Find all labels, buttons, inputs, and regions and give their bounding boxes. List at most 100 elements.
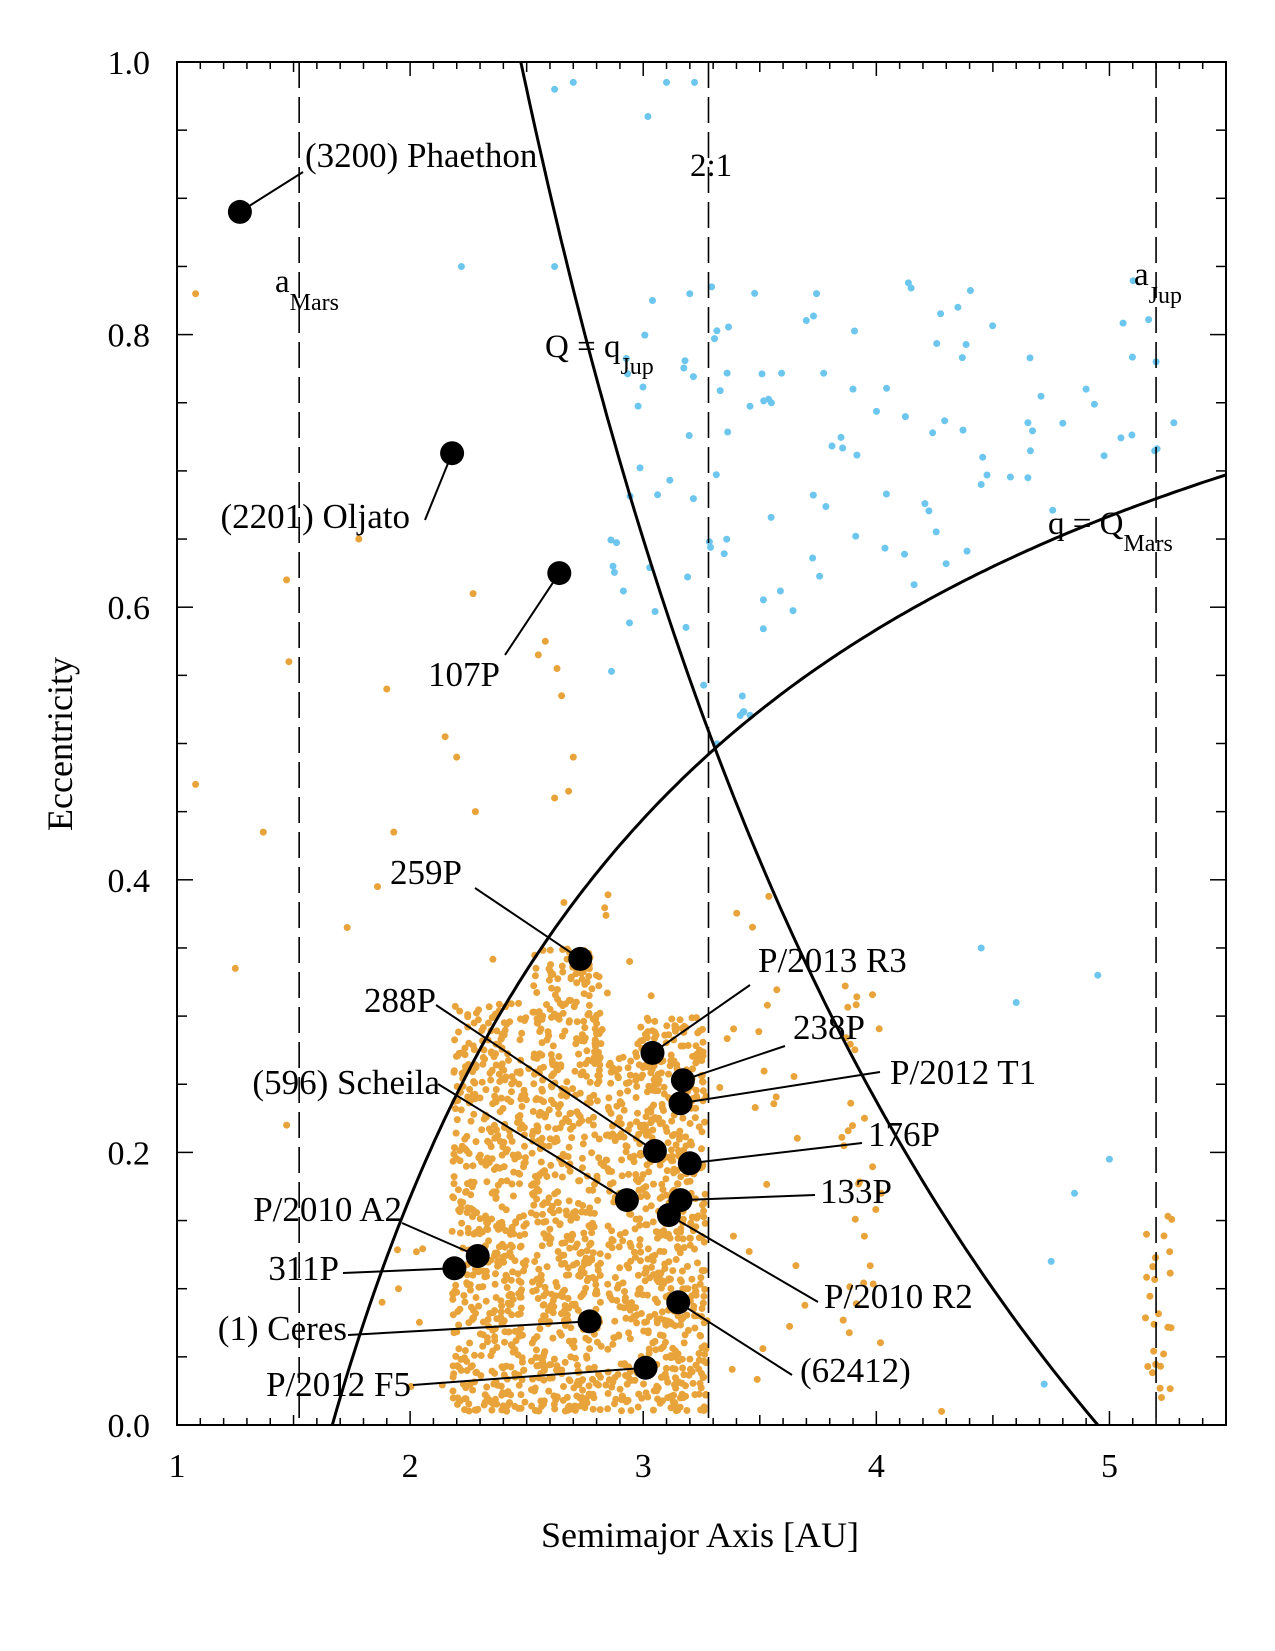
data-point xyxy=(482,1216,490,1224)
object-label: 288P xyxy=(364,981,436,1020)
data-point xyxy=(639,1171,647,1179)
data-point xyxy=(632,1176,640,1184)
data-point xyxy=(667,1146,675,1154)
named-objects xyxy=(227,199,702,1380)
data-point xyxy=(505,1056,512,1064)
data-point xyxy=(1150,1347,1158,1355)
data-point xyxy=(585,1390,593,1398)
data-point xyxy=(652,1346,660,1354)
data-point xyxy=(700,681,708,689)
data-point xyxy=(700,1207,708,1215)
data-point xyxy=(700,1213,708,1221)
data-point xyxy=(632,1171,640,1178)
data-point xyxy=(689,1379,697,1387)
data-point xyxy=(615,1055,623,1063)
data-point xyxy=(647,992,655,1000)
data-point xyxy=(651,1017,659,1025)
data-point xyxy=(683,1311,691,1319)
data-point xyxy=(550,1100,558,1108)
data-point xyxy=(904,279,912,287)
data-point xyxy=(680,1371,688,1379)
data-point xyxy=(542,1234,550,1242)
data-point xyxy=(659,1332,667,1340)
data-point xyxy=(701,1219,709,1227)
data-point xyxy=(516,1068,524,1075)
data-point xyxy=(483,1383,491,1391)
data-point xyxy=(590,1113,597,1121)
data-point xyxy=(587,1099,594,1106)
data-point xyxy=(596,1061,604,1069)
data-point xyxy=(851,1215,859,1223)
data-point xyxy=(570,1261,577,1269)
data-point xyxy=(1157,1362,1164,1370)
y-axis-title: Eccentricity xyxy=(40,657,80,831)
data-point xyxy=(699,1087,707,1095)
data-point xyxy=(582,1284,590,1292)
data-point xyxy=(508,1180,516,1188)
data-point xyxy=(678,1316,685,1324)
data-point xyxy=(641,331,649,339)
data-point xyxy=(555,1015,563,1023)
data-point xyxy=(451,1036,459,1044)
data-point xyxy=(1040,1380,1048,1388)
data-point xyxy=(473,1368,481,1376)
data-point xyxy=(499,1402,507,1410)
data-point xyxy=(531,972,539,980)
data-point xyxy=(1168,1215,1176,1223)
data-point xyxy=(476,1230,484,1238)
data-point xyxy=(683,1178,691,1186)
data-point xyxy=(507,1241,515,1249)
data-point xyxy=(532,964,540,972)
data-point xyxy=(518,1358,526,1366)
data-point xyxy=(658,1100,666,1108)
data-point xyxy=(558,962,566,970)
data-point xyxy=(810,312,817,320)
data-point xyxy=(472,1309,480,1317)
data-point xyxy=(528,1386,535,1394)
data-point xyxy=(567,1109,575,1117)
data-point xyxy=(852,1001,860,1009)
data-point xyxy=(649,1218,657,1226)
object-marker xyxy=(440,441,465,466)
data-point xyxy=(515,1153,523,1160)
data-point xyxy=(520,1163,527,1171)
data-point xyxy=(530,1080,538,1088)
data-point xyxy=(518,1103,526,1110)
data-point xyxy=(573,979,581,987)
data-point xyxy=(479,1318,487,1326)
data-point xyxy=(450,1067,458,1075)
data-point xyxy=(542,1289,550,1297)
data-point xyxy=(478,1027,486,1034)
background-points xyxy=(192,78,1178,1415)
data-point xyxy=(639,1186,647,1193)
data-point xyxy=(479,1342,487,1350)
data-point xyxy=(494,1381,502,1389)
data-point xyxy=(578,1154,586,1162)
data-point xyxy=(684,1042,692,1049)
data-point xyxy=(565,787,573,795)
data-point xyxy=(547,1161,555,1169)
data-point xyxy=(565,1376,573,1384)
data-point xyxy=(535,1111,543,1119)
data-point xyxy=(475,1302,483,1310)
data-point xyxy=(467,1303,475,1311)
data-point xyxy=(618,1172,626,1180)
data-point xyxy=(654,1395,662,1403)
data-point xyxy=(644,1245,652,1253)
data-point xyxy=(691,1114,699,1122)
data-point xyxy=(495,1000,503,1008)
data-point xyxy=(588,1149,596,1157)
data-point xyxy=(853,993,861,1001)
data-point xyxy=(1026,354,1034,362)
data-point xyxy=(698,1057,706,1064)
data-point xyxy=(589,1405,597,1413)
data-point xyxy=(508,1223,516,1231)
data-point xyxy=(627,1210,635,1218)
data-point xyxy=(543,1001,550,1009)
data-point xyxy=(458,1219,466,1227)
data-point xyxy=(786,1322,794,1330)
data-point xyxy=(453,753,461,761)
object-marker xyxy=(640,1040,665,1065)
data-point xyxy=(644,1393,652,1401)
